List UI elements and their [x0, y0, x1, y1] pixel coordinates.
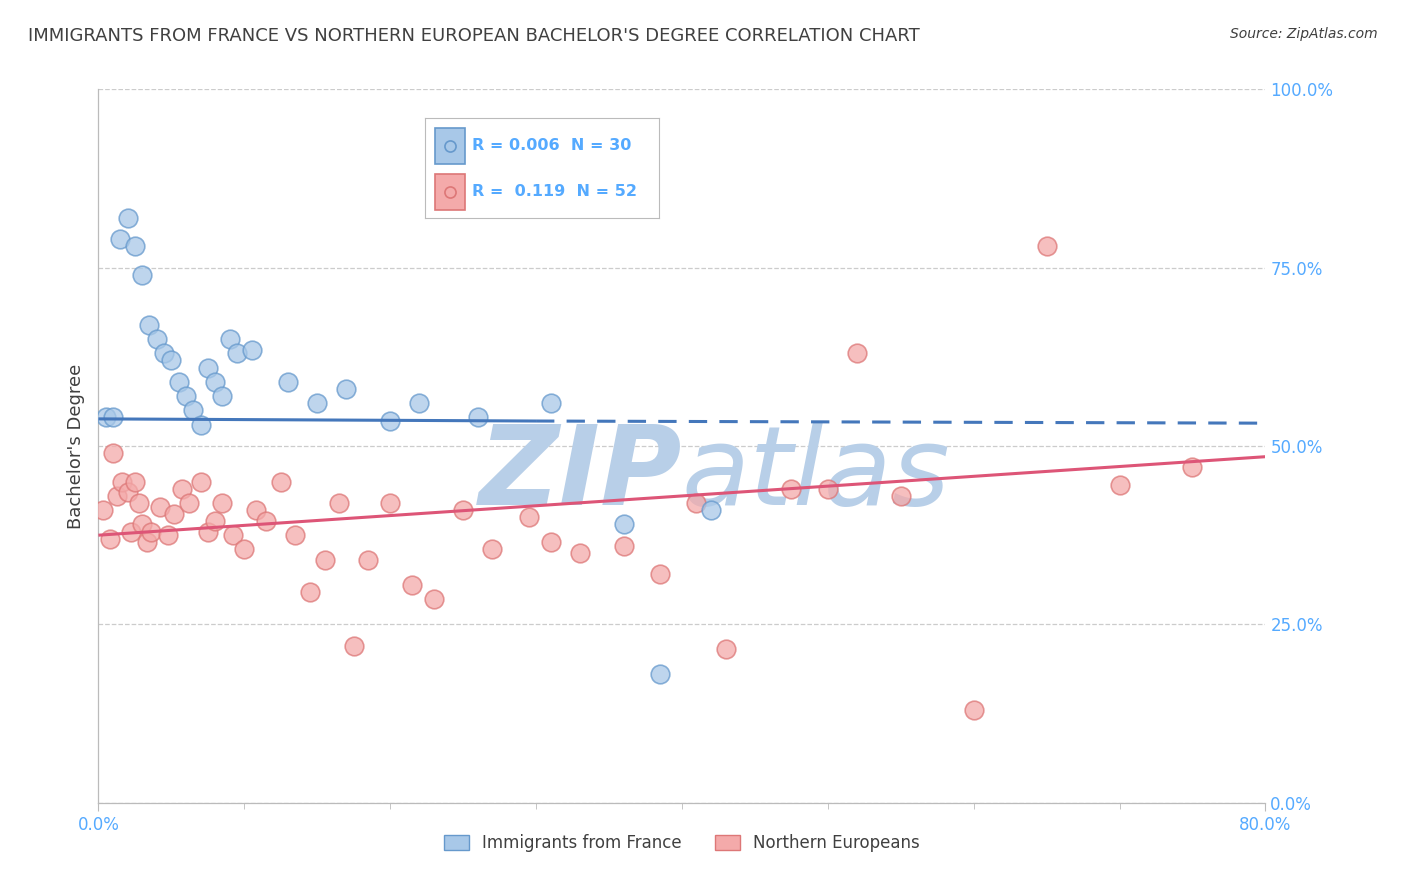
Point — [846, 346, 869, 360]
Point — [540, 396, 562, 410]
Point — [204, 514, 226, 528]
Point — [685, 496, 707, 510]
Point — [613, 539, 636, 553]
Point — [157, 528, 180, 542]
Point — [197, 360, 219, 375]
Point — [270, 475, 292, 489]
Point — [139, 524, 162, 539]
Y-axis label: Bachelor's Degree: Bachelor's Degree — [66, 363, 84, 529]
Point — [1108, 478, 1130, 492]
Point — [218, 332, 240, 346]
Point — [181, 403, 204, 417]
Point — [177, 496, 200, 510]
Point — [568, 546, 591, 560]
Point — [124, 239, 146, 253]
Point — [343, 639, 366, 653]
Point — [117, 485, 139, 500]
Point — [124, 475, 146, 489]
Point — [211, 389, 233, 403]
Point — [890, 489, 912, 503]
Point — [211, 496, 233, 510]
Point — [120, 524, 142, 539]
Point — [380, 414, 402, 428]
Point — [128, 496, 150, 510]
Point — [613, 517, 636, 532]
Point — [170, 482, 193, 496]
Point — [307, 396, 329, 410]
Point — [197, 524, 219, 539]
Point — [700, 503, 723, 517]
Text: IMMIGRANTS FROM FRANCE VS NORTHERN EUROPEAN BACHELOR'S DEGREE CORRELATION CHART: IMMIGRANTS FROM FRANCE VS NORTHERN EUROP… — [28, 27, 920, 45]
Point — [226, 346, 249, 360]
Point — [233, 542, 256, 557]
Point — [190, 417, 212, 432]
Point — [167, 375, 190, 389]
Point — [174, 389, 197, 403]
Point — [328, 496, 350, 510]
Point — [221, 528, 243, 542]
Point — [481, 542, 503, 557]
Point — [110, 232, 132, 246]
Point — [245, 503, 267, 517]
Point — [94, 410, 117, 425]
Text: ZIP: ZIP — [478, 421, 682, 528]
Point — [240, 343, 263, 357]
Point — [277, 375, 299, 389]
Point — [131, 268, 153, 282]
Point — [149, 500, 172, 514]
Point — [254, 514, 277, 528]
Point — [284, 528, 307, 542]
Point — [540, 535, 562, 549]
Point — [204, 375, 226, 389]
Point — [298, 585, 321, 599]
Text: atlas: atlas — [682, 421, 950, 528]
Point — [380, 496, 402, 510]
Point — [335, 382, 357, 396]
Point — [190, 475, 212, 489]
Point — [146, 332, 169, 346]
Point — [153, 346, 176, 360]
Point — [98, 532, 121, 546]
Point — [648, 567, 671, 582]
Point — [962, 703, 984, 717]
Point — [423, 592, 446, 607]
Point — [101, 446, 124, 460]
Point — [111, 475, 134, 489]
Point — [467, 410, 489, 425]
Point — [401, 578, 423, 592]
Point — [817, 482, 839, 496]
Point — [91, 503, 114, 517]
Point — [517, 510, 540, 524]
Point — [105, 489, 128, 503]
Point — [160, 353, 183, 368]
Point — [408, 396, 430, 410]
Point — [1181, 460, 1204, 475]
Point — [357, 553, 380, 567]
Point — [131, 517, 153, 532]
Point — [117, 211, 139, 225]
Legend: Immigrants from France, Northern Europeans: Immigrants from France, Northern Europea… — [437, 828, 927, 859]
Point — [780, 482, 803, 496]
Point — [1035, 239, 1057, 253]
Point — [314, 553, 336, 567]
Point — [714, 642, 737, 657]
Point — [451, 503, 474, 517]
Point — [101, 410, 124, 425]
Point — [648, 667, 671, 681]
Text: Source: ZipAtlas.com: Source: ZipAtlas.com — [1230, 27, 1378, 41]
Point — [135, 535, 157, 549]
Point — [138, 318, 160, 332]
Point — [163, 507, 186, 521]
